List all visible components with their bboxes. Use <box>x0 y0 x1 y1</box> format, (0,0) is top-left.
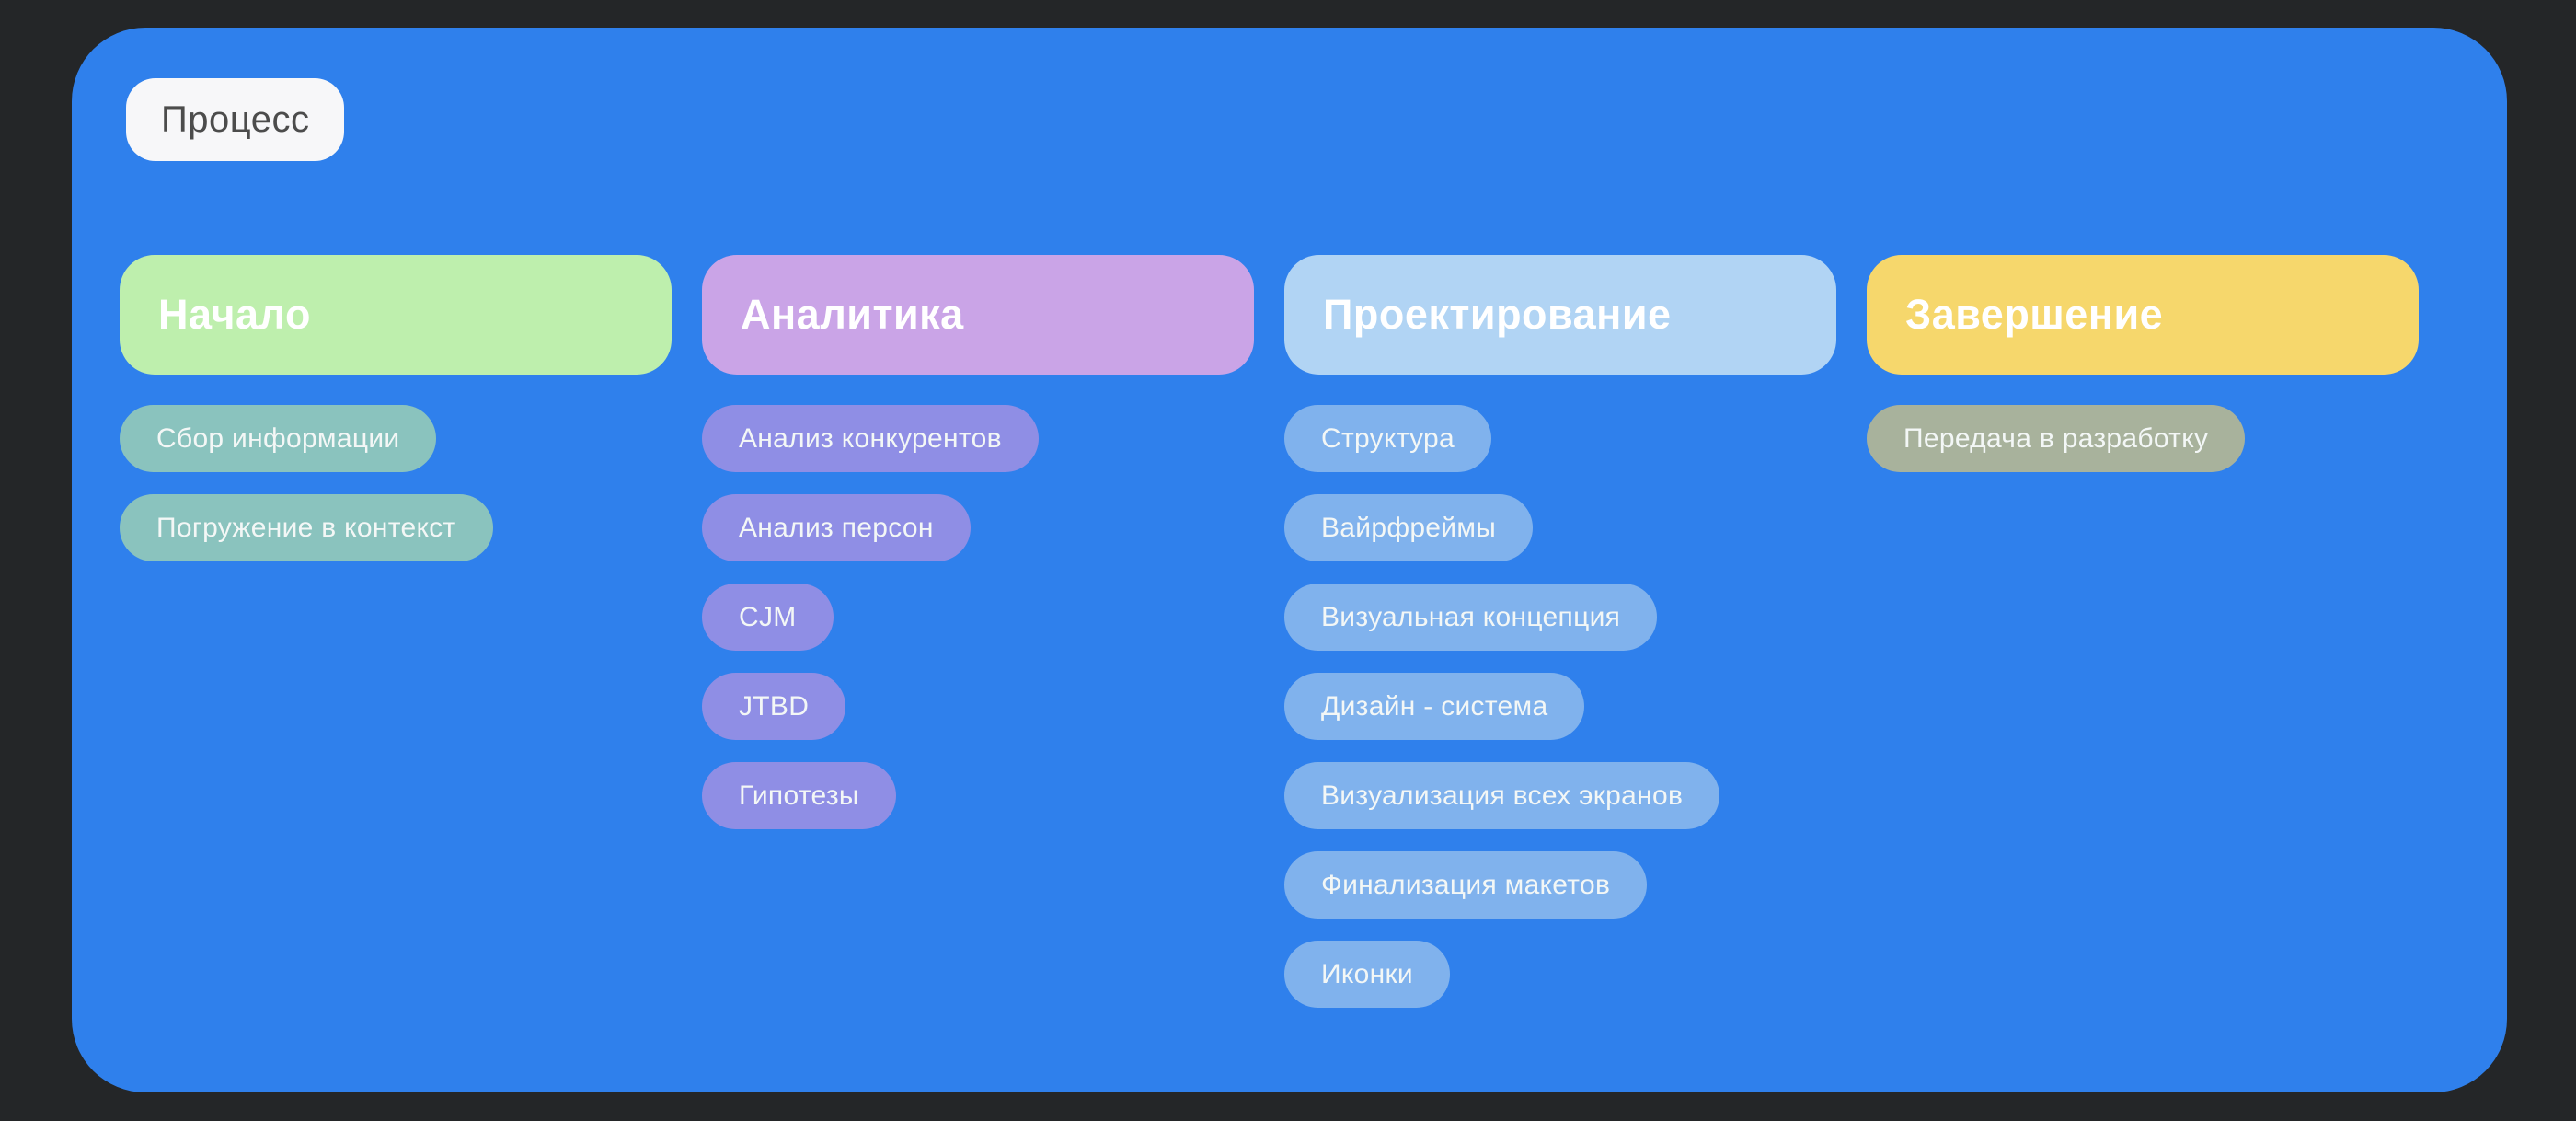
column-items: Анализ конкурентов Анализ персон CJM JTB… <box>702 405 1254 829</box>
column-proektirovanie: Проектирование Структура Вайрфреймы Визу… <box>1284 255 1836 1008</box>
column-title: Проектирование <box>1323 291 1672 338</box>
process-board: Процесс Начало Сбор информации Погружени… <box>72 28 2507 1092</box>
task-pill[interactable]: Передача в разработку <box>1867 405 2246 472</box>
task-pill[interactable]: Визуальная концепция <box>1284 584 1658 651</box>
task-pill[interactable]: Дизайн - система <box>1284 673 1585 740</box>
task-pill[interactable]: Вайрфреймы <box>1284 494 1534 561</box>
board-title: Процесс <box>161 98 310 140</box>
task-pill[interactable]: CJM <box>702 584 834 651</box>
column-title: Аналитика <box>741 291 964 338</box>
task-pill[interactable]: Визуализация всех экранов <box>1284 762 1720 829</box>
task-pill[interactable]: Структура <box>1284 405 1492 472</box>
column-items: Структура Вайрфреймы Визуальная концепци… <box>1284 405 1836 1008</box>
column-header-proektirovanie[interactable]: Проектирование <box>1284 255 1836 375</box>
column-items: Сбор информации Погружение в контекст <box>120 405 672 561</box>
column-analitika: Аналитика Анализ конкурентов Анализ перс… <box>702 255 1254 1008</box>
columns-row: Начало Сбор информации Погружение в конт… <box>120 255 2419 1008</box>
column-header-analitika[interactable]: Аналитика <box>702 255 1254 375</box>
column-header-nachalo[interactable]: Начало <box>120 255 672 375</box>
task-pill[interactable]: Анализ конкурентов <box>702 405 1039 472</box>
task-pill[interactable]: Финализация макетов <box>1284 851 1648 919</box>
column-nachalo: Начало Сбор информации Погружение в конт… <box>120 255 672 1008</box>
column-items: Передача в разработку <box>1867 405 2419 472</box>
task-pill[interactable]: Анализ персон <box>702 494 971 561</box>
column-title: Начало <box>158 291 312 338</box>
column-zavershenie: Завершение Передача в разработку <box>1867 255 2419 1008</box>
column-header-zavershenie[interactable]: Завершение <box>1867 255 2419 375</box>
task-pill[interactable]: Сбор информации <box>120 405 437 472</box>
task-pill[interactable]: JTBD <box>702 673 846 740</box>
task-pill[interactable]: Погружение в контекст <box>120 494 493 561</box>
task-pill[interactable]: Иконки <box>1284 941 1450 1008</box>
board-title-badge[interactable]: Процесс <box>126 78 345 161</box>
task-pill[interactable]: Гипотезы <box>702 762 896 829</box>
column-title: Завершение <box>1905 291 2164 338</box>
